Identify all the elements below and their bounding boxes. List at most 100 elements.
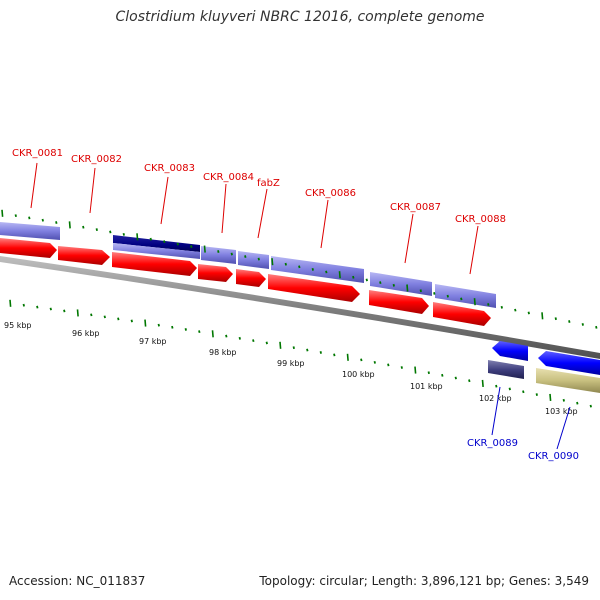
- minor-tick: [387, 363, 390, 367]
- scale-label-102: 102 kbp: [479, 394, 512, 403]
- minor-tick: [163, 240, 166, 244]
- minor-tick: [103, 315, 106, 319]
- minor-tick: [454, 376, 457, 380]
- minor-tick: [265, 341, 268, 345]
- minor-tick: [589, 404, 592, 408]
- gene-label-ckr0090[interactable]: CKR_0090: [528, 451, 579, 462]
- minor-tick: [122, 232, 125, 236]
- product-bar-ckr0086: [271, 256, 364, 283]
- minor-tick: [22, 303, 25, 307]
- major-tick: [414, 366, 417, 374]
- forward-gene-labels: CKR_0081 CKR_0082 CKR_0083 CKR_0084 fabZ…: [12, 148, 506, 275]
- minor-tick: [184, 328, 187, 331]
- cds-arrow-ckr0089: [492, 341, 528, 361]
- minor-tick: [460, 297, 463, 301]
- genome-summary-text: Topology: circular; Length: 3,896,121 bp…: [259, 574, 589, 588]
- minor-tick: [568, 320, 571, 323]
- gene-label-ckr0088[interactable]: CKR_0088: [455, 214, 506, 225]
- leader-ckr0090: [556, 406, 571, 450]
- minor-tick: [292, 346, 295, 350]
- gene-label-ckr0081[interactable]: CKR_0081: [12, 148, 63, 159]
- minor-tick: [41, 218, 44, 222]
- minor-tick: [63, 309, 66, 313]
- forward-cds-track: [0, 238, 491, 326]
- minor-tick: [14, 214, 17, 218]
- product-bar-ckr0087: [370, 272, 432, 296]
- cds-arrow-ckr0086: [268, 274, 360, 302]
- minor-tick: [55, 221, 58, 224]
- minor-tick: [157, 323, 160, 327]
- minor-tick: [306, 348, 309, 352]
- minor-tick: [562, 398, 565, 402]
- leader-ckr0084: [221, 183, 227, 234]
- reverse-feature-track: [488, 341, 600, 393]
- gene-label-ckr0084[interactable]: CKR_0084: [203, 172, 254, 183]
- major-tick: [346, 353, 349, 361]
- minor-tick: [171, 325, 174, 329]
- minor-tick: [495, 384, 498, 388]
- product-bar-ckr0089: [488, 360, 524, 379]
- gene-label-ckr0082[interactable]: CKR_0082: [71, 154, 122, 165]
- minor-tick: [419, 289, 422, 293]
- minor-tick: [319, 351, 322, 354]
- minor-tick: [527, 311, 530, 315]
- minor-tick: [433, 292, 436, 295]
- forward-product-track: [0, 222, 496, 308]
- minor-tick: [446, 294, 449, 298]
- major-tick: [211, 330, 214, 338]
- cds-arrow-ckr0084: [198, 264, 233, 282]
- minor-tick: [514, 308, 517, 312]
- minor-tick: [535, 393, 538, 396]
- product-bar-ckr0083b: [113, 243, 200, 259]
- scale-label-101: 101 kbp: [410, 382, 443, 391]
- lower-tick-ring: [9, 299, 592, 408]
- major-tick: [9, 299, 12, 307]
- major-tick: [76, 309, 79, 317]
- minor-tick: [217, 250, 220, 253]
- minor-tick: [392, 283, 395, 287]
- minor-tick: [252, 339, 255, 343]
- minor-tick: [284, 262, 287, 266]
- upper-tick-ring: [1, 209, 598, 329]
- minor-tick: [441, 373, 444, 377]
- major-tick: [541, 312, 544, 320]
- minor-tick: [82, 225, 85, 229]
- minor-tick: [225, 334, 228, 338]
- minor-tick: [595, 325, 598, 329]
- major-tick: [549, 393, 552, 401]
- minor-tick: [352, 275, 355, 279]
- minor-tick: [230, 252, 233, 256]
- scale-label-98: 98 kbp: [209, 348, 237, 357]
- minor-tick: [365, 278, 368, 282]
- scale-labels: 95 kbp 96 kbp 97 kbp 98 kbp 99 kbp 100 k…: [4, 321, 578, 416]
- minor-tick: [244, 255, 247, 258]
- minor-tick: [117, 317, 120, 321]
- product-bar-ckr0083: [113, 235, 200, 252]
- gene-label-ckr0089[interactable]: CKR_0089: [467, 438, 518, 449]
- gene-label-fabz[interactable]: fabZ: [257, 178, 280, 189]
- minor-tick: [109, 230, 112, 234]
- minor-tick: [379, 281, 382, 285]
- gene-label-ckr0086[interactable]: CKR_0086: [305, 188, 356, 199]
- minor-tick: [298, 265, 301, 269]
- leader-ckr0083: [160, 176, 169, 225]
- minor-tick: [554, 317, 557, 321]
- gene-label-ckr0083[interactable]: CKR_0083: [144, 163, 195, 174]
- gene-label-ckr0087[interactable]: CKR_0087: [390, 202, 441, 213]
- leader-ckr0089: [491, 386, 501, 436]
- major-tick: [68, 221, 71, 229]
- minor-tick: [257, 257, 260, 261]
- minor-tick: [487, 303, 490, 306]
- minor-tick: [149, 237, 152, 241]
- minor-tick: [333, 353, 336, 357]
- major-tick: [473, 298, 476, 306]
- genome-backbone: [0, 256, 600, 359]
- major-tick: [203, 245, 206, 253]
- product-bar-ckr0081: [0, 222, 60, 240]
- minor-tick: [198, 330, 201, 334]
- map-title: Clostridium kluyveri NBRC 12016, complet…: [115, 9, 485, 25]
- reverse-gene-labels: CKR_0089 CKR_0090: [467, 386, 579, 462]
- major-tick: [1, 209, 4, 217]
- scale-label-103: 103 kbp: [545, 407, 578, 416]
- minor-tick: [400, 366, 403, 369]
